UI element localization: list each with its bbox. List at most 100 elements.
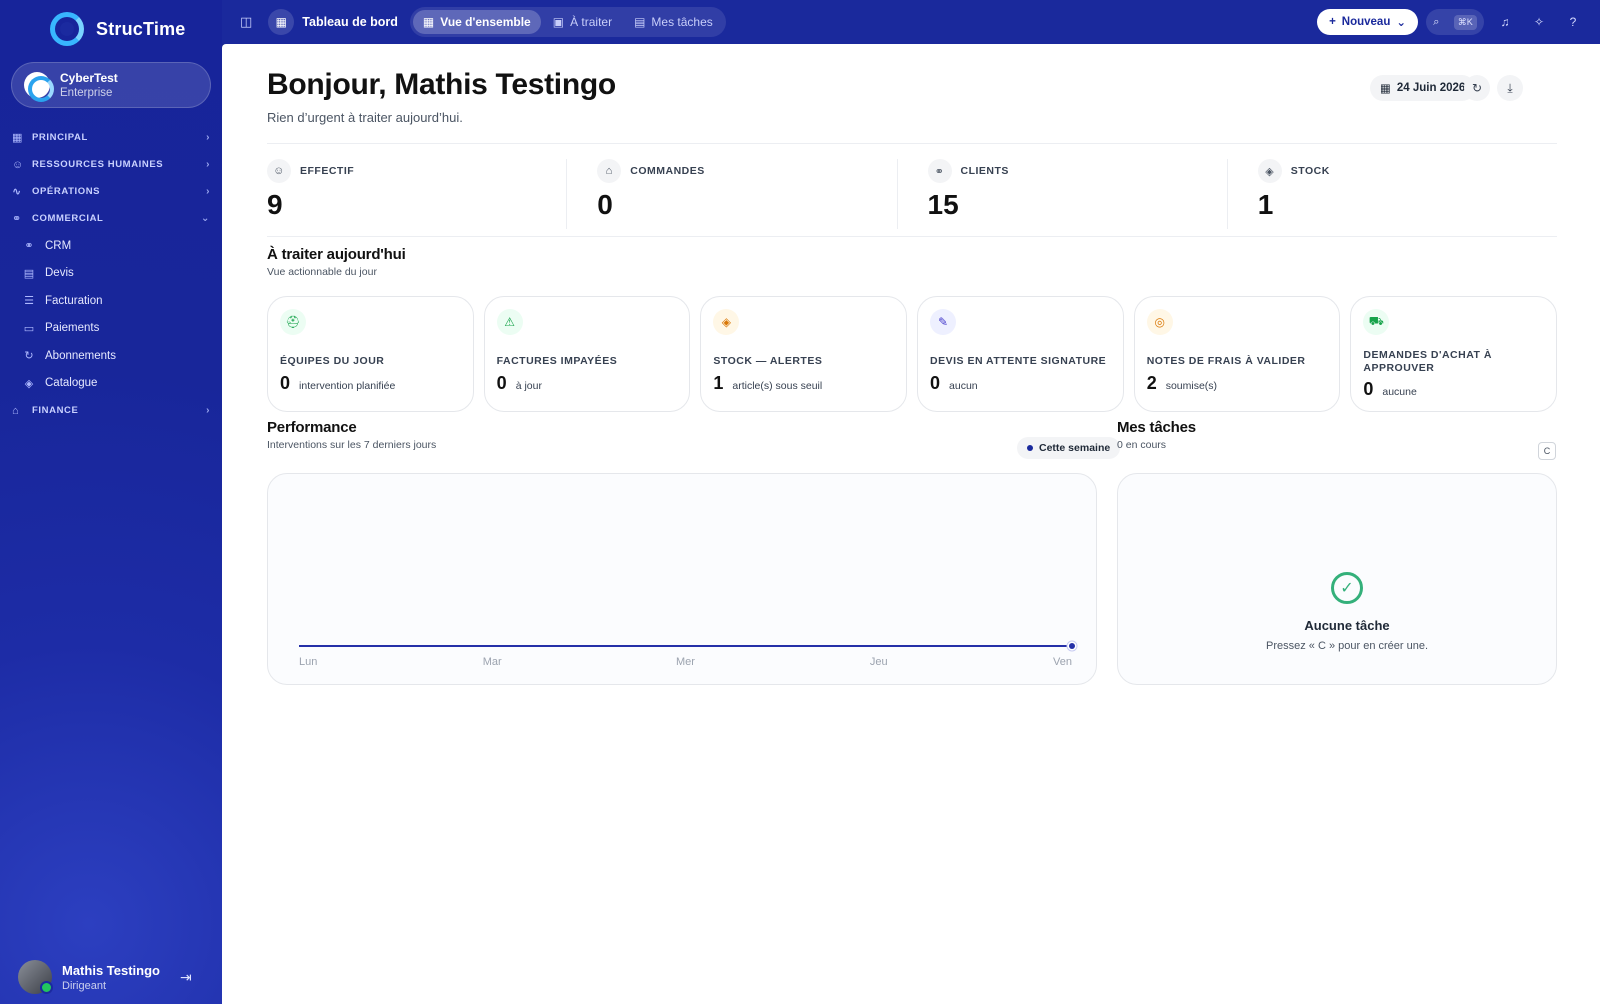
chevron-right-icon: ›: [206, 132, 210, 143]
logout-icon[interactable]: ⇥: [180, 969, 192, 985]
help-icon[interactable]: ?: [1569, 15, 1577, 29]
pen-icon: ✎: [930, 309, 957, 335]
card-label: NOTES DE FRAIS À VALIDER: [1146, 355, 1306, 367]
legend-dot-icon: [1027, 445, 1033, 451]
tab-a-traiter[interactable]: ▣ À traiter: [543, 10, 622, 34]
kpi-effectif[interactable]: ☺ EFFECTIF 9: [267, 159, 566, 229]
sidebar-item-facturation[interactable]: ☰ Facturation: [0, 287, 222, 315]
card-stock-alertes[interactable]: ◈ STOCK — ALERTES 1 article(s) sous seui…: [700, 296, 908, 412]
nav-section-label: FINANCE: [32, 405, 79, 416]
download-button[interactable]: ⤓: [1497, 75, 1523, 101]
user-profile[interactable]: Mathis Testingo Dirigeant: [18, 960, 160, 994]
x-tick-label: Ven: [1053, 656, 1072, 668]
user-role: Dirigeant: [62, 979, 107, 992]
card-factures-impayees[interactable]: ⚠ FACTURES IMPAYÉES 0 à jour: [483, 296, 691, 412]
tab-vue-ensemble[interactable]: ▦ Vue d'ensemble: [412, 10, 541, 34]
divider: [267, 236, 1557, 237]
org-plan: Enterprise: [60, 87, 113, 99]
bell-icon[interactable]: ♫: [1500, 15, 1510, 29]
card-demandes-achat[interactable]: ⛟ DEMANDES D'ACHAT À APPROUVER 0 aucune: [1350, 296, 1558, 412]
warning-icon: ⚠: [496, 309, 523, 335]
card-value: 2: [1146, 373, 1157, 393]
card-value-row: 0 aucune: [1363, 379, 1416, 400]
performance-subtitle: Interventions sur les 7 derniers jours: [267, 439, 437, 451]
box-icon: ◈: [713, 309, 740, 335]
greeting-title: Bonjour, Mathis Testingo: [267, 68, 616, 101]
organization-switcher[interactable]: CyberTest Enterprise: [11, 62, 211, 108]
check-circle-icon: ✓: [1331, 572, 1363, 604]
sidebar-item-paiements[interactable]: ▭ Paiements: [0, 315, 222, 343]
view-tabs: ▦ Vue d'ensemble ▣ À traiter ▤ Mes tâche…: [409, 7, 726, 37]
sidebar-item-label: CRM: [45, 239, 72, 252]
sidebar-item-abonnements[interactable]: ↻ Abonnements: [0, 342, 222, 370]
plus-icon: +: [1329, 16, 1336, 28]
handshake-icon: ⚭: [24, 240, 34, 253]
sidebar: StrucTime CyberTest Enterprise ▦ PRINCIP…: [0, 0, 222, 1004]
card-equipes-du-jour[interactable]: ⛑ ÉQUIPES DU JOUR 0 intervention planifi…: [267, 296, 474, 412]
nav-section-finance[interactable]: ⌂ FINANCE ›: [0, 397, 222, 424]
tab-mes-taches[interactable]: ▤ Mes tâches: [624, 10, 723, 34]
warehouse-icon: ⌂: [597, 159, 622, 183]
create-task-shortcut[interactable]: C: [1538, 442, 1556, 460]
card-note: soumise(s): [1165, 380, 1218, 392]
handshake-icon: ⚭: [12, 213, 22, 225]
calendar-icon: ▦: [1380, 83, 1391, 95]
chevron-down-icon: ⌄: [201, 213, 210, 224]
kpi-value: 1: [1257, 189, 1274, 220]
nav-section-principal[interactable]: ▦ PRINCIPAL ›: [0, 124, 222, 151]
refresh-button[interactable]: ↻: [1464, 75, 1490, 101]
card-label: DEMANDES D'ACHAT À APPROUVER: [1363, 349, 1492, 374]
kpi-clients[interactable]: ⚭ CLIENTS 15: [896, 159, 1227, 229]
data-point[interactable]: [1069, 643, 1075, 649]
kpi-commandes[interactable]: ⌂ COMMANDES 0: [566, 159, 896, 229]
chevron-right-icon: ›: [206, 405, 210, 416]
kpi-stock[interactable]: ◈ STOCK 1: [1226, 159, 1557, 229]
sidebar-item-label: Catalogue: [45, 377, 98, 390]
tab-label: Vue d'ensemble: [440, 15, 531, 29]
topbar-actions: + Nouveau ⌄ ⌕ ⌘K ♫ ✧ ?: [1317, 9, 1586, 35]
coins-icon: ◎: [1146, 309, 1173, 335]
bank-icon: ⌂: [12, 404, 20, 417]
refresh-icon: ↻: [24, 350, 34, 363]
nav-section-ressources-humaines[interactable]: ☺ RESSOURCES HUMAINES ›: [0, 151, 222, 178]
sidebar-toggle-icon[interactable]: ◫: [240, 14, 253, 29]
search-button[interactable]: ⌕ ⌘K: [1426, 9, 1484, 35]
main-content: Bonjour, Mathis Testingo Rien d’urgent à…: [222, 44, 1600, 1004]
card-value-row: 0 intervention planifiée: [280, 373, 395, 394]
tab-label: Mes tâches: [651, 15, 713, 29]
kpi-label: EFFECTIF: [300, 165, 355, 177]
nav-section-label: RESSOURCES HUMAINES: [32, 159, 164, 170]
topbar: ◫ ▦ Tableau de bord ▦ Vue d'ensemble ▣ À…: [222, 0, 1600, 44]
tasks-subtitle: 0 en cours: [1117, 439, 1167, 451]
performance-title: Performance: [267, 419, 357, 436]
activity-icon: ∿: [12, 186, 22, 198]
date-label: 24 Juin 2026: [1396, 82, 1466, 94]
sidebar-item-catalogue[interactable]: ◈ Catalogue: [0, 370, 222, 398]
nav-section-label: OPÉRATIONS: [32, 186, 101, 197]
tasks-empty-title: Aucune tâche: [1304, 618, 1390, 633]
nav-section-commercial[interactable]: ⚭ COMMERCIAL ⌄: [0, 205, 222, 232]
nav-section-label: COMMERCIAL: [32, 213, 104, 224]
nav-section-operations[interactable]: ∿ OPÉRATIONS ›: [0, 178, 222, 205]
document-icon: ▤: [23, 267, 35, 280]
sidebar-item-devis[interactable]: ▤ Devis: [0, 260, 222, 288]
chevron-right-icon: ›: [206, 159, 210, 170]
users-icon: ☺: [12, 158, 24, 171]
sparkle-icon[interactable]: ✧: [1533, 15, 1545, 29]
today-cards: ⛑ ÉQUIPES DU JOUR 0 intervention planifi…: [267, 296, 1558, 412]
sidebar-item-crm[interactable]: ⚭ CRM: [0, 232, 222, 260]
card-value: 1: [713, 373, 724, 393]
new-button[interactable]: + Nouveau ⌄: [1317, 9, 1418, 35]
search-icon: ⌕: [1433, 15, 1440, 28]
date-picker[interactable]: ▦ 24 Juin 2026: [1370, 75, 1476, 101]
nav-section-label: PRINCIPAL: [32, 132, 88, 143]
divider: [267, 143, 1557, 144]
brand-logo[interactable]: StrucTime: [50, 12, 186, 46]
period-filter[interactable]: Cette semaine: [1017, 437, 1121, 459]
card-notes-de-frais[interactable]: ◎ NOTES DE FRAIS À VALIDER 2 soumise(s): [1133, 296, 1341, 412]
tasks-title: Mes tâches: [1117, 419, 1196, 436]
grid-icon: ▦: [12, 132, 23, 144]
card-label: FACTURES IMPAYÉES: [496, 355, 618, 367]
refresh-icon: ↻: [1471, 81, 1483, 95]
card-devis-attente-signature[interactable]: ✎ DEVIS EN ATTENTE SIGNATURE 0 aucun: [917, 296, 1124, 412]
